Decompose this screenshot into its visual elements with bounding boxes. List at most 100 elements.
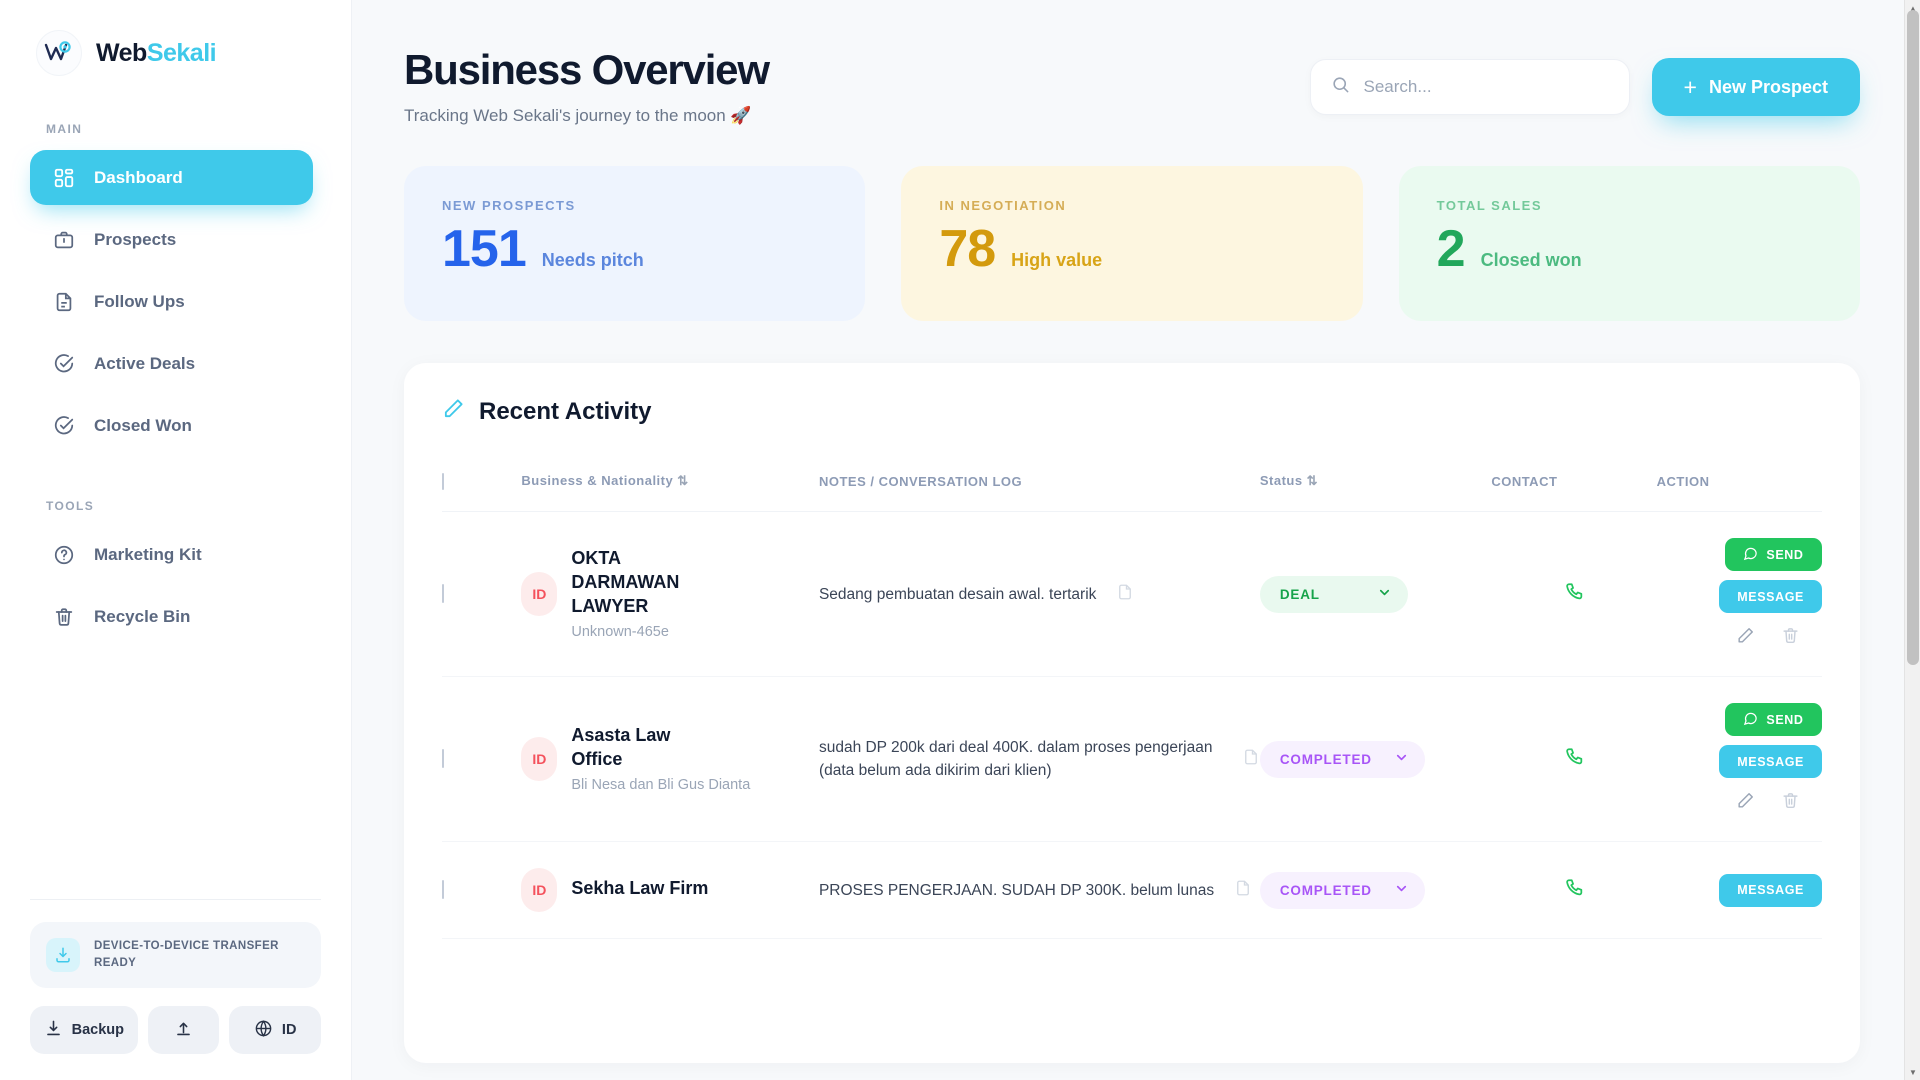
delete-trash-icon[interactable] [1781,791,1800,815]
row-icon-actions [1657,791,1822,815]
phone-icon[interactable] [1563,583,1585,607]
message-button[interactable]: MESSAGE [1719,580,1822,614]
sort-icon[interactable]: ⇅ [1306,473,1318,489]
phone-icon[interactable] [1563,879,1585,903]
sidebar-item-recycle-bin[interactable]: Recycle Bin [30,589,313,644]
edit-pencil-icon[interactable] [1736,626,1755,650]
new-prospect-button[interactable]: + New Prospect [1651,58,1860,116]
upload-button[interactable] [147,1006,220,1054]
brand[interactable]: WebSekali [0,0,351,76]
download-tray-icon [46,938,80,972]
id-region-button[interactable]: ID [229,1006,321,1054]
stat-caption: High value [1011,250,1103,271]
row-checkbox[interactable] [442,880,444,900]
briefcase-icon [52,228,76,252]
note-block: Sedang pembuatan desain awal. tertarik [819,582,1260,607]
business-contact-person: Bli Nesa dan Bli Gus Dianta [571,777,751,794]
stat-card-new-prospects[interactable]: NEW PROSPECTS 151 Needs pitch [404,166,866,322]
message-button[interactable]: MESSAGE [1719,745,1822,779]
sidebar-item-dashboard[interactable]: Dashboard [30,150,313,205]
sidebar: WebSekali MAIN Dashboard Prospects Follo… [0,0,352,1080]
table-row[interactable]: ID Asasta Law Office Bli Nesa dan Bli Gu… [442,676,1822,843]
country-flag-badge: ID [521,868,558,913]
page-heading-block: Business Overview Tracking Web Sekali's … [404,46,770,126]
note-document-icon[interactable] [1116,582,1134,607]
recent-activity-title: Recent Activity [442,397,1822,427]
sidebar-divider [30,899,321,900]
business-name: OKTA DARMAWAN LAWYER [571,547,680,617]
sidebar-item-prospects[interactable]: Prospects [30,212,313,267]
sidebar-item-closed-won[interactable]: Closed Won [30,398,313,453]
check-circle-icon [52,414,76,438]
check-circle-icon [52,352,76,376]
stat-card-total-sales[interactable]: TOTAL SALES 2 Closed won [1398,166,1860,322]
grid-icon [52,166,76,190]
search-input[interactable] [1363,77,1609,97]
page-scrollbar[interactable]: ▲ ▼ [1904,0,1920,1080]
table-row[interactable]: ID Sekha Law Firm PROSES PENGERJAAN. SU [442,841,1822,940]
search-box[interactable] [1309,59,1630,115]
row-icon-actions [1657,626,1822,650]
row-checkbox[interactable] [442,749,444,769]
column-header-business[interactable]: Business & Nationality ⇅ [521,457,819,513]
send-button-label: SEND [1766,712,1804,727]
sidebar-section-label-tools: TOOLS [46,499,95,513]
stat-label: NEW PROSPECTS [442,198,576,214]
status-badge[interactable]: DEAL [1259,575,1408,613]
stat-caption: Needs pitch [541,250,644,271]
send-button[interactable]: SEND [1725,538,1822,572]
send-button-label: SEND [1766,547,1804,562]
message-button-label: MESSAGE [1737,589,1804,604]
chevron-down-icon [1377,585,1392,603]
page-title: Business Overview [404,46,770,93]
stat-cards: NEW PROSPECTS 151 Needs pitch IN NEGOTIA… [404,166,1860,322]
row-action-cell: MESSAGE [1656,841,1822,940]
backup-button[interactable]: Backup [30,1006,138,1054]
note-document-icon[interactable] [1242,747,1260,772]
column-header-status[interactable]: Status ⇅ [1259,457,1492,513]
stat-card-in-negotiation[interactable]: IN NEGOTIATION 78 High value [901,166,1363,322]
plus-icon: + [1683,73,1697,100]
row-status-cell: COMPLETED [1259,676,1492,843]
sidebar-item-follow-ups[interactable]: Follow Ups [30,274,313,329]
main-content: Business Overview Tracking Web Sekali's … [352,0,1920,1080]
scrollbar-thumb[interactable] [1907,10,1919,665]
sort-icon[interactable]: ⇅ [677,473,689,489]
stat-value-row: 78 High value [939,221,1324,278]
delete-trash-icon[interactable] [1781,626,1800,650]
column-header-business-label: Business & Nationality [521,473,674,489]
note-text: PROSES PENGERJAAN. SUDAH DP 300K. belum … [818,881,1215,899]
note-document-icon[interactable] [1234,878,1252,903]
brand-logo-icon [36,30,82,76]
sidebar-item-label: Closed Won [94,415,192,435]
row-notes-cell: sudah DP 200k dari deal 400K. dalam pros… [818,676,1260,843]
send-button[interactable]: SEND [1725,703,1822,737]
sidebar-item-active-deals[interactable]: Active Deals [30,336,313,391]
chat-bubble-icon [1743,711,1758,729]
table-row[interactable]: ID OKTA DARMAWAN LAWYER Unknown-465e Sed [442,511,1822,678]
header-actions: + New Prospect [1309,58,1860,116]
row-contact-cell [1491,841,1657,940]
sidebar-item-marketing-kit[interactable]: Marketing Kit [30,527,313,582]
business-block: ID Asasta Law Office Bli Nesa dan Bli Gu… [521,723,819,796]
phone-icon[interactable] [1563,748,1585,772]
select-all-checkbox[interactable] [442,472,444,490]
scroll-down-arrow[interactable]: ▼ [1909,1067,1917,1077]
column-header-select [442,457,522,513]
document-icon [52,290,76,314]
edit-pencil-icon[interactable] [1736,791,1755,815]
status-badge[interactable]: COMPLETED [1259,871,1425,909]
scroll-up-arrow[interactable]: ▲ [1909,3,1917,13]
brand-name: WebSekali [96,39,217,68]
business-block: ID Sekha Law Firm [521,868,819,913]
message-button[interactable]: MESSAGE [1719,873,1822,907]
sidebar-item-label: Dashboard [94,167,183,187]
row-checkbox[interactable] [442,584,444,604]
device-transfer-card[interactable]: DEVICE-TO-DEVICE TRANSFER READY [30,922,321,988]
pencil-icon [442,397,465,427]
row-action-cell: SEND MESSAGE [1656,676,1822,843]
stat-value: 151 [442,220,527,279]
status-badge[interactable]: COMPLETED [1259,740,1425,778]
row-business-cell: ID Asasta Law Office Bli Nesa dan Bli Gu… [521,676,819,843]
